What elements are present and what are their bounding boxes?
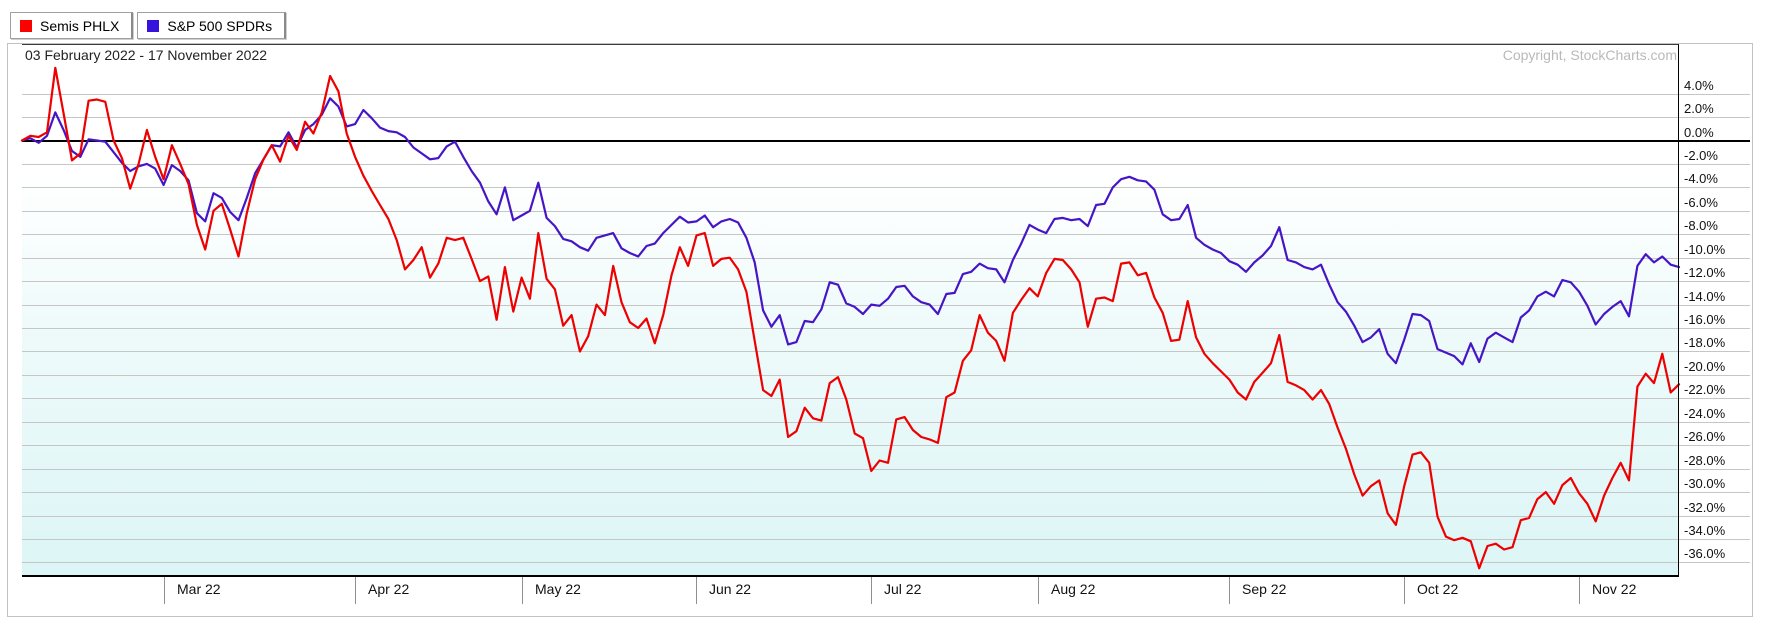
y-axis-tick-label: -6.0% [1684,194,1718,210]
y-axis-tick-label: -26.0% [1684,429,1726,445]
plot-area-background [22,44,1679,577]
month-tick [871,577,872,604]
gridline [22,304,1750,306]
y-axis-tick-label: -34.0% [1684,522,1726,538]
month-tick [522,577,523,604]
gridline [22,468,1750,470]
semis-phlx-color-swatch-icon [20,19,32,32]
y-axis-tick-label: 4.0% [1684,77,1714,93]
y-axis-tick-label: -28.0% [1684,452,1726,468]
y-axis-tick-label: -36.0% [1684,546,1726,562]
month-tick-label: Oct 22 [1417,581,1459,597]
y-axis-tick-label: -4.0% [1684,171,1718,187]
gridline [22,117,1750,119]
y-axis-tick-label: -10.0% [1684,241,1726,257]
legend: Semis PHLX S&P 500 SPDRs [10,12,287,39]
zero-gridline [22,139,1750,142]
month-tick-label: Apr 22 [368,581,410,597]
gridline [22,492,1750,494]
month-tick-label: Jun 22 [709,581,752,597]
gridline [22,374,1750,376]
gridline [22,187,1750,189]
month-tick-label: Jul 22 [884,581,922,597]
sp500-spdrs-color-swatch-icon [147,19,160,32]
legend-label-sp500-spdrs: S&P 500 SPDRs [167,17,273,34]
y-axis-tick-label: -30.0% [1684,476,1726,492]
copyright-label: Copyright, StockCharts.com [1502,47,1677,63]
gridline [22,328,1750,330]
gridline [22,281,1750,283]
month-tick [1038,577,1039,604]
y-axis-tick-label: 0.0% [1684,124,1714,140]
month-tick [355,577,356,604]
gridline [22,93,1750,95]
y-axis-tick-label: -24.0% [1684,405,1726,421]
month-tick [1229,577,1230,604]
gridline [22,163,1750,165]
month-tick [696,577,697,604]
y-axis-tick-label: -14.0% [1684,288,1726,304]
legend-item-semis-phlx[interactable]: Semis PHLX [10,12,134,39]
gridline [22,515,1750,517]
gridline [22,257,1750,259]
y-axis-tick-label: -22.0% [1684,382,1726,398]
legend-label-semis-phlx: Semis PHLX [40,17,120,34]
gridline [22,351,1750,353]
gridline [22,562,1750,564]
month-tick [164,577,165,604]
gridline [22,398,1750,400]
legend-item-sp500-spdrs[interactable]: S&P 500 SPDRs [137,12,287,39]
gridline [22,538,1750,540]
month-tick-label: Nov 22 [1592,581,1637,597]
gridline [22,445,1750,447]
month-tick-label: Aug 22 [1051,581,1096,597]
y-axis-tick-label: -18.0% [1684,335,1726,351]
y-axis-tick-label: -20.0% [1684,358,1726,374]
month-tick-label: Sep 22 [1242,581,1287,597]
month-tick-label: Mar 22 [177,581,221,597]
month-tick-label: May 22 [535,581,581,597]
month-tick [1579,577,1580,604]
y-axis-tick-label: -2.0% [1684,147,1718,163]
y-axis-tick-label: 2.0% [1684,101,1714,117]
y-axis-tick-label: -32.0% [1684,499,1726,515]
date-range-label: 03 February 2022 - 17 November 2022 [25,47,268,63]
y-axis-tick-label: -16.0% [1684,312,1726,328]
month-tick [1404,577,1405,604]
y-axis-tick-label: -8.0% [1684,218,1718,234]
y-axis-tick-label: -12.0% [1684,265,1726,281]
gridline [22,234,1750,236]
gridline [22,421,1750,423]
gridline [22,210,1750,212]
